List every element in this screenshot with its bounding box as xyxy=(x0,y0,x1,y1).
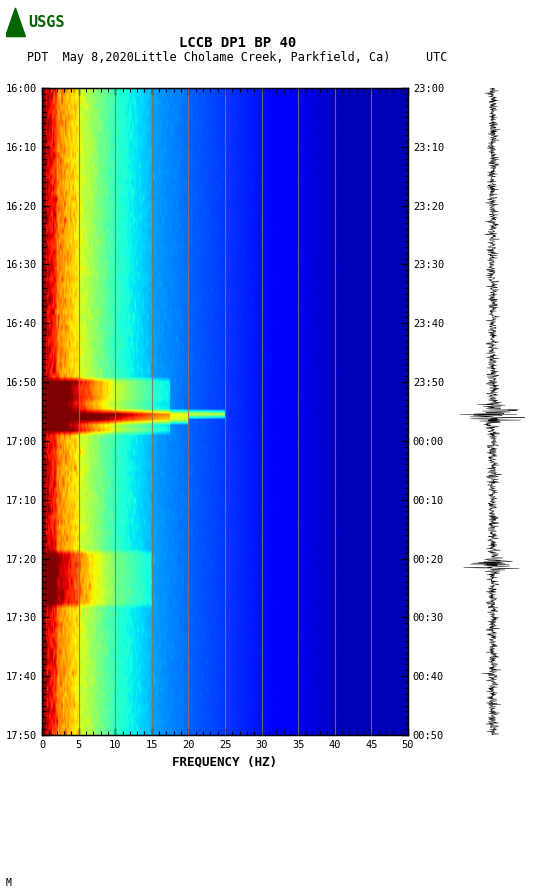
Text: PDT  May 8,2020Little Cholame Creek, Parkfield, Ca)     UTC: PDT May 8,2020Little Cholame Creek, Park… xyxy=(27,51,448,63)
Text: LCCB DP1 BP 40: LCCB DP1 BP 40 xyxy=(179,36,296,50)
Text: M: M xyxy=(6,878,12,888)
Text: USGS: USGS xyxy=(29,15,65,29)
X-axis label: FREQUENCY (HZ): FREQUENCY (HZ) xyxy=(173,755,278,768)
Polygon shape xyxy=(6,8,25,37)
